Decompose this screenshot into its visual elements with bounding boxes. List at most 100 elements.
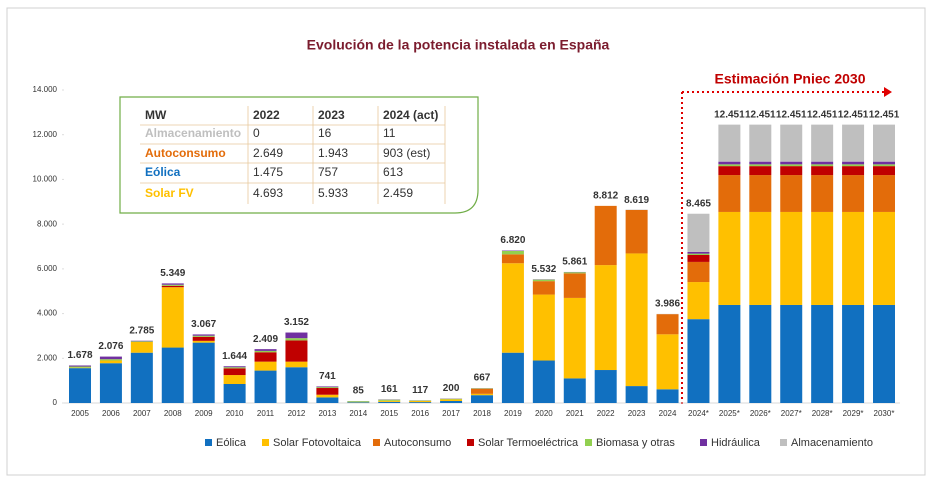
bar-segment: [780, 175, 803, 212]
bar-segment: [780, 166, 803, 176]
bar-segment: [440, 400, 463, 403]
bar-segment: [223, 367, 246, 369]
y-tick-label: 12.000: [33, 130, 58, 139]
x-tick-label: 2013: [318, 409, 336, 418]
bar-segment: [192, 340, 215, 343]
table-cell: 0: [253, 126, 260, 140]
bar-segment: [254, 349, 277, 351]
bar-segment: [687, 251, 710, 254]
bar-segment: [532, 294, 555, 361]
bar-segment: [316, 397, 339, 403]
bar-segment: [161, 285, 184, 288]
bar-segment: [718, 166, 741, 176]
total-label: 12.451: [745, 109, 776, 120]
y-tick-label: 10.000: [33, 175, 58, 184]
bar-segment: [811, 124, 834, 162]
bar-segment: [873, 164, 895, 167]
bar-segment: [254, 352, 277, 362]
table-cell: 2.649: [253, 146, 283, 160]
legend-label: Almacenamiento: [791, 437, 873, 449]
y-tick-label: 14.000: [33, 85, 58, 94]
total-label: 8.619: [624, 195, 649, 206]
table-header: 2022: [253, 108, 280, 122]
table-cell: 11: [383, 126, 396, 140]
bar-segment: [532, 360, 555, 403]
table-cell: 16: [318, 126, 332, 140]
total-label: 200: [443, 383, 460, 394]
frame: [6, 7, 926, 476]
bar-segment: [625, 209, 648, 254]
table-cell: 5.933: [318, 186, 348, 200]
bar-segment: [378, 401, 401, 403]
bar-segment: [687, 213, 710, 252]
bar-segment: [687, 253, 710, 255]
bar-segment: [285, 361, 308, 368]
bar-segment: [192, 336, 215, 341]
x-tick-label: 2025*: [719, 409, 740, 418]
bar-segment: [718, 161, 741, 165]
x-tick-label: 2006: [102, 409, 120, 418]
bar-segment: [687, 319, 710, 403]
total-label: 1.644: [222, 351, 247, 362]
x-tick-label: 2011: [257, 409, 275, 418]
total-label: 5.861: [562, 257, 587, 268]
bar-segment: [223, 368, 246, 376]
bar-segment: [563, 273, 586, 298]
bar-segment: [440, 399, 463, 401]
legend-label: Solar Fotovoltaica: [273, 437, 362, 449]
x-tick-label: 2012: [288, 409, 306, 418]
x-tick-label: 2027*: [781, 409, 802, 418]
total-label: 8.465: [686, 198, 711, 209]
x-tick-label: 2014: [349, 409, 367, 418]
bar-segment: [378, 399, 401, 401]
legend-swatch: [467, 439, 474, 446]
bar-segment: [811, 161, 834, 165]
bar-segment: [69, 366, 91, 368]
bar-segment: [563, 378, 586, 403]
total-label: 85: [353, 386, 365, 397]
bar-segment: [69, 365, 91, 367]
bar-segment: [192, 342, 215, 403]
bar-segment: [254, 370, 277, 403]
bar-segment: [130, 341, 153, 342]
legend-swatch: [373, 439, 380, 446]
arrow-head: [884, 87, 892, 97]
bar-segment: [749, 161, 772, 165]
row-label: Autoconsumo: [145, 146, 226, 160]
row-label: Almacenamiento: [145, 126, 241, 140]
bar-segment: [161, 283, 184, 285]
bar-segment: [501, 352, 524, 403]
bar-segment: [873, 304, 895, 403]
total-label: 1.678: [67, 350, 92, 361]
bar-segment: [780, 161, 803, 165]
x-tick-label: 2019: [504, 409, 522, 418]
x-tick-label: 2007: [133, 409, 151, 418]
bar-segment: [687, 254, 710, 262]
x-tick-label: 2009: [195, 409, 213, 418]
bar-segment: [780, 211, 803, 305]
bar-segment: [99, 360, 122, 364]
bar-segment: [563, 272, 586, 274]
bar-segment: [223, 375, 246, 384]
total-label: 2.076: [98, 341, 123, 352]
bar-segment: [749, 124, 772, 162]
x-tick-label: 2023: [628, 409, 646, 418]
bar-segment: [625, 386, 648, 403]
table-header: 2023: [318, 108, 345, 122]
x-tick-label: 2018: [473, 409, 491, 418]
bar-segment: [656, 334, 679, 390]
bar-segment: [563, 297, 586, 379]
total-label: 6.820: [500, 235, 525, 246]
bar-segment: [501, 263, 524, 353]
y-tick-label: 8.000: [37, 219, 58, 228]
total-label: 2.785: [129, 325, 154, 336]
bar-segment: [656, 389, 679, 403]
legend-label: Solar Termoeléctrica: [478, 437, 579, 449]
legend-label: Eólica: [216, 437, 247, 449]
table-cell: 757: [318, 165, 338, 179]
bar-segment: [161, 284, 184, 286]
total-label: 12.451: [807, 109, 838, 120]
bar-segment: [192, 334, 215, 336]
bar-segment: [285, 367, 308, 403]
